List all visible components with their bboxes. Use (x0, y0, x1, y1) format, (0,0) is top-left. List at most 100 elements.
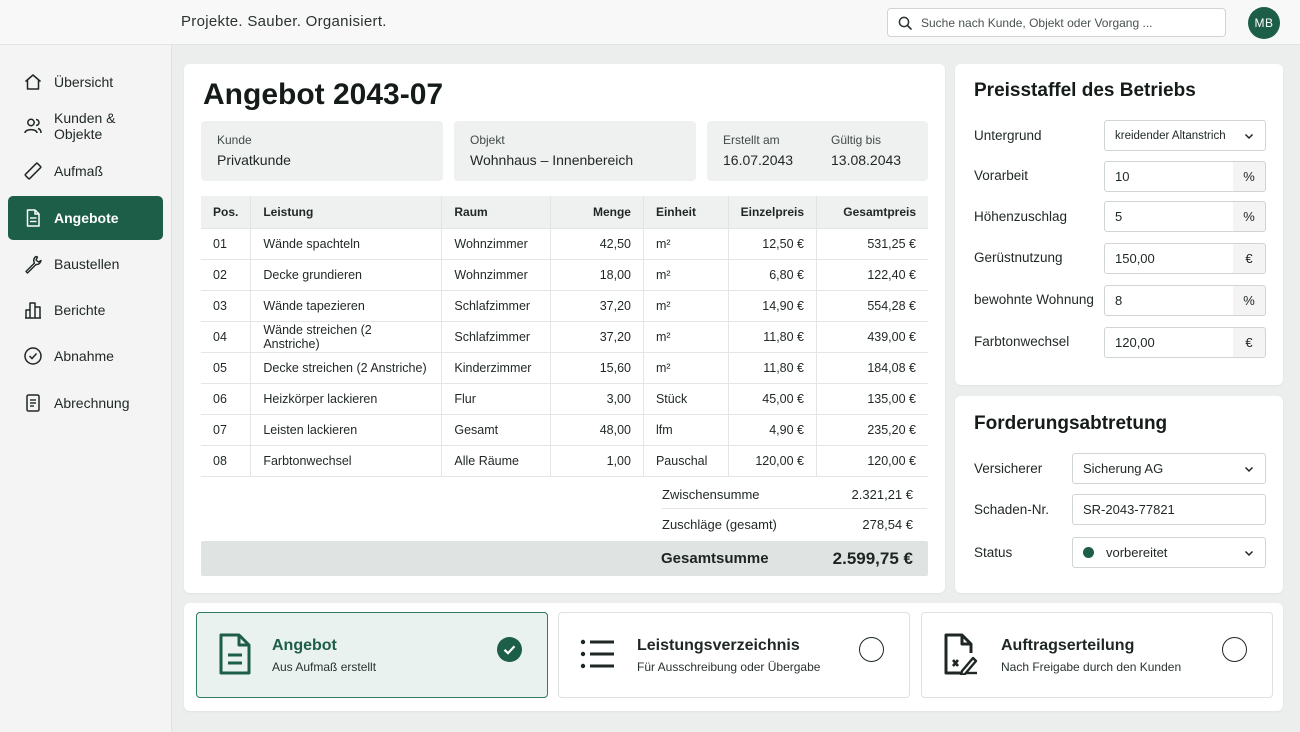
wrench-icon (23, 254, 43, 274)
avatar[interactable]: MB (1248, 7, 1280, 39)
insurer-value: Sicherung AG (1083, 461, 1164, 476)
status-label: Status (974, 545, 1013, 560)
table-row[interactable]: 07 Leisten lackieren Gesamt 48,00 lfm 4,90 €2… (201, 413, 928, 445)
table-cell: 135,00 € (816, 382, 928, 414)
created-value: 16.07.2043 (723, 152, 794, 168)
sidebar-item-aufmass[interactable]: Aufmaß (8, 149, 163, 193)
farbtonwechsel-input[interactable]: 120,00 (1104, 327, 1234, 358)
table-cell: Stück (643, 382, 729, 414)
step-leistungsverzeichnis[interactable]: Leistungsverzeichnis Für Ausschreibung o… (558, 612, 910, 698)
column-header: Menge (550, 196, 644, 228)
list-icon (580, 639, 614, 669)
table-cell: m² (643, 258, 729, 290)
claim-label: Schaden-Nr. (974, 502, 1050, 517)
table-cell: 4,90 € (728, 413, 818, 445)
radio-icon[interactable] (1222, 637, 1247, 662)
sidebar-item-angebote[interactable]: Angebote (8, 196, 163, 240)
hoehenzuschlag-label: Höhenzuschlag (974, 209, 1068, 224)
sidebar-item-berichte[interactable]: Berichte (8, 288, 163, 332)
total-label: Gesamtsumme (661, 550, 769, 567)
bewohnte-wohnung-label: bewohnte Wohnung (974, 292, 1094, 307)
table-cell: 554,28 € (816, 289, 928, 321)
home-icon (23, 72, 43, 92)
table-cell: Wände streichen (2 Anstriche) (250, 320, 443, 352)
insurer-select[interactable]: Sicherung AG (1072, 453, 1266, 484)
vorarbeit-input[interactable]: 10 (1104, 161, 1234, 192)
hoehenzuschlag-input[interactable]: 5 (1104, 201, 1234, 232)
sidebar-item-baustellen[interactable]: Baustellen (8, 242, 163, 286)
table-cell: Alle Räume (441, 444, 552, 477)
sidebar-item-label: Abrechnung (54, 395, 130, 411)
table-cell: m² (643, 289, 729, 321)
table-cell: 06 (201, 382, 252, 414)
table-cell: Heizkörper lackieren (250, 382, 443, 414)
column-header: Raum (441, 196, 552, 228)
table-cell: Wände tapezieren (250, 289, 443, 321)
insurer-label: Versicherer (974, 461, 1043, 476)
customer-label: Kunde (217, 133, 252, 147)
radio-icon[interactable] (859, 637, 884, 662)
dates-info: Erstellt am 16.07.2043 Gültig bis 13.08.… (707, 121, 928, 181)
table-cell: Schlafzimmer (441, 320, 552, 352)
unit-label: % (1233, 161, 1266, 192)
sidebar-item-abnahme[interactable]: Abnahme (8, 334, 163, 378)
claim-input[interactable]: SR-2043-77821 (1072, 494, 1266, 525)
chevron-down-icon (1244, 466, 1254, 473)
table-cell: Leisten lackieren (250, 413, 443, 445)
geruestnutzung-input[interactable]: 150,00 (1104, 243, 1234, 274)
table-row[interactable]: 06 Heizkörper lackieren Flur 3,00 Stück 45,00… (201, 382, 928, 414)
sidebar-item-label: Kunden & Objekte (54, 110, 116, 142)
step-title: Auftragserteilung (1001, 637, 1135, 654)
object-info: Objekt Wohnhaus – Innenbereich (454, 121, 696, 181)
sidebar-item-label: Baustellen (54, 256, 120, 272)
table-cell: m² (643, 351, 729, 383)
table-cell: 18,00 (550, 258, 644, 290)
search-icon (898, 16, 912, 30)
sidebar-item-kunden[interactable]: Kunden & Objekte (8, 104, 163, 148)
sidebar-item-uebersicht[interactable]: Übersicht (8, 60, 163, 104)
sidebar-item-label: Abnahme (54, 348, 114, 364)
table-row[interactable]: 04 Wände streichen (2 Anstriche) Schlafzim… (201, 320, 928, 352)
bar-chart-icon (23, 300, 43, 320)
step-title: Leistungsverzeichnis (637, 637, 800, 654)
step-auftragserteilung[interactable]: Auftragserteilung Nach Freigabe durch de… (921, 612, 1273, 698)
table-cell: 05 (201, 351, 252, 383)
untergrund-value: kreidender Altanstrich (1115, 129, 1226, 142)
table-row[interactable]: 02 Decke grundieren Wohnzimmer 18,00 m² 6,80 … (201, 258, 928, 290)
table-cell: 235,20 € (816, 413, 928, 445)
bewohnte-wohnung-input[interactable]: 8 (1104, 285, 1234, 316)
table-cell: Flur (441, 382, 552, 414)
table-cell: Decke streichen (2 Anstriche) (250, 351, 443, 383)
column-header: Gesamtpreis (816, 196, 928, 228)
table-cell: 04 (201, 320, 252, 352)
table-row[interactable]: 03 Wände tapezieren Schlafzimmer 37,20 m² 14,… (201, 289, 928, 321)
surcharge-label: Zuschläge (gesamt) (662, 517, 777, 532)
table-row[interactable]: 08 Farbtonwechsel Alle Räume 1,00 Pauschal 12… (201, 444, 928, 477)
table-row[interactable]: 05 Decke streichen (2 Anstriche) Kinderzim… (201, 351, 928, 383)
table-cell: 01 (201, 227, 252, 259)
table-cell: 45,00 € (728, 382, 818, 414)
column-header: Pos. (201, 196, 252, 228)
step-angebot[interactable]: Angebot Aus Aufmaß erstellt (196, 612, 548, 698)
table-row[interactable]: 01 Wände spachteln Wohnzimmer 42,50 m² 12,50 … (201, 227, 928, 259)
untergrund-select[interactable]: kreidender Altanstrich (1104, 120, 1266, 151)
status-select[interactable]: vorbereitet (1072, 537, 1266, 568)
farbtonwechsel-label: Farbtonwechsel (974, 334, 1070, 349)
ruler-icon (23, 161, 43, 181)
status-dot-icon (1083, 547, 1094, 558)
object-label: Objekt (470, 133, 505, 147)
table-cell: 1,00 (550, 444, 644, 477)
check-icon (497, 637, 522, 662)
valid-value: 13.08.2043 (831, 152, 902, 168)
divider (662, 508, 927, 509)
assignment-title: Forderungsabtretung (974, 413, 1168, 434)
table-cell: lfm (643, 413, 729, 445)
customer-value: Privatkunde (217, 152, 291, 168)
search-input[interactable]: Suche nach Kunde, Objekt oder Vorgang ..… (887, 8, 1226, 37)
column-header: Einheit (643, 196, 729, 228)
sidebar-item-label: Aufmaß (54, 163, 104, 179)
table-cell: 122,40 € (816, 258, 928, 290)
sidebar-item-abrechnung[interactable]: Abrechnung (8, 381, 163, 425)
table-cell: Gesamt (441, 413, 552, 445)
sidebar-item-label: Angebote (54, 210, 119, 226)
